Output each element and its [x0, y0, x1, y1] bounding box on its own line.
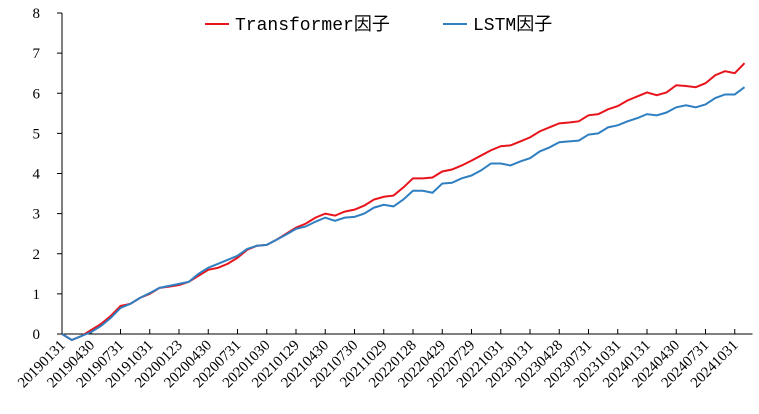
legend-label: LSTM因子 [473, 15, 552, 36]
y-tick-label: 3 [33, 207, 41, 223]
line-series [61, 86, 746, 342]
y-tick-label: 8 [33, 6, 41, 22]
line-series [61, 62, 746, 342]
y-tick-label: 0 [33, 327, 41, 343]
legend-label: Transformer因子 [235, 15, 390, 36]
y-tick-label: 6 [33, 86, 41, 102]
y-tick-label: 5 [33, 126, 41, 142]
y-tick-label: 1 [33, 287, 41, 303]
y-tick-label: 2 [33, 247, 41, 263]
y-tick-label: 4 [33, 167, 41, 183]
y-tick-label: 7 [33, 46, 41, 62]
